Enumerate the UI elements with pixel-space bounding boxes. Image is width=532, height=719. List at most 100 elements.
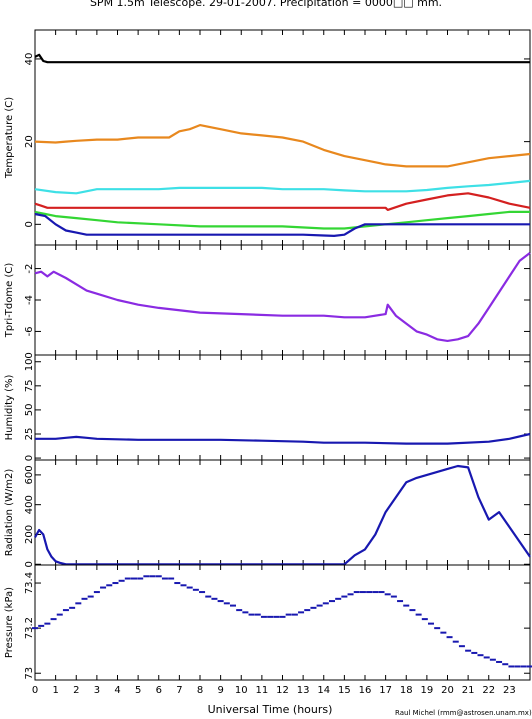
pressure-point [38,624,45,627]
pressure-point [211,597,218,600]
pressure-point [267,615,274,618]
y-tick-label: 0 [24,221,35,227]
pressure-point [192,588,199,591]
x-tick-label: 7 [176,685,182,696]
x-tick-label: 11 [256,685,269,696]
pressure-point [217,600,224,603]
pressure-point [260,615,267,618]
pressure-point [273,615,280,618]
y-tick-label: 0 [24,561,35,567]
y-axis-label: Temperature (C) [4,97,15,179]
x-tick-label: 20 [441,685,454,696]
pressure-point [205,595,212,598]
x-tick-label: 4 [114,685,120,696]
x-tick-label: 3 [94,685,100,696]
x-tick-label: 15 [338,685,351,696]
x-tick-label: 21 [462,685,475,696]
pressure-point [440,631,447,634]
pressure-point [230,604,236,607]
y-tick-label: 0 [24,455,35,461]
x-tick-label: 8 [197,685,203,696]
panel-frame [34,564,531,681]
pressure-point [186,586,193,589]
pressure-point [316,604,323,607]
pressure-point [75,602,82,605]
pressure-point [421,618,428,621]
y-tick-label: -6 [24,326,35,336]
y-tick-label: 400 [24,495,35,514]
y-axis-label: Humidity (%) [4,374,15,440]
x-tick-label: 0 [32,685,38,696]
pressure-point [279,615,286,618]
y-tick-label: -4 [24,295,35,305]
x-tick-label: 1 [52,685,58,696]
pressure-point [496,660,503,663]
pressure-point [508,665,515,668]
pressure-point [390,595,397,598]
pressure-point [353,591,360,594]
pressure-point [112,582,119,585]
pressure-point [118,579,125,582]
pressure-point [477,654,484,657]
pressure-point [415,613,422,616]
pressure-point [248,613,255,616]
x-tick-label: 23 [503,685,516,696]
pressure-point [322,602,329,605]
y-axis-label: Tpri-Tdome (C) [4,263,15,339]
pressure-point [285,613,292,616]
pressure-point [93,591,100,594]
pressure-point [254,613,261,616]
x-tick-label: 13 [297,685,310,696]
pressure-point [174,582,181,585]
panel-frame [34,244,531,356]
x-tick-label: 17 [379,685,392,696]
chart-panels: 0 20 40 Temperature (C) -6 -4 -2 Tpri-Tdome (C)… [4,29,532,681]
pressure-point [341,595,348,598]
x-tick-label: 22 [482,685,495,696]
pressure-point [131,577,137,580]
series-line-3-0 [34,464,531,566]
pressure-point [69,606,76,609]
x-tick-label: 10 [235,685,248,696]
x-axis-label: Universal Time (hours) [208,703,333,716]
panel-0: 0 20 40 Temperature (C) [4,29,531,246]
pressure-point [242,611,249,614]
pressure-point [87,595,94,598]
x-axis: 0 1 2 3 4 5 6 7 8 9 10 11 12 13 14 15 16 17 18 19 20 21 22 23 [32,685,516,696]
pressure-point [489,658,496,661]
pressure-point [397,600,404,603]
pressure-point [168,577,175,580]
x-tick-label: 19 [421,685,434,696]
series-line-0-0 [34,53,530,64]
pressure-point [329,600,335,603]
chart-title: SPM 1.5m Telescope. 29-01-2007. Precipit… [90,0,442,9]
pressure-point [502,663,509,666]
pressure-point [452,640,459,643]
pressure-point [291,613,298,616]
pressure-point [347,593,354,596]
panel-3: 0 200 400 600 Radiation (W/m2) [4,459,531,567]
pressure-point [44,622,51,625]
pressure-point [366,591,373,594]
pressure-point [32,627,38,630]
pressure-point [62,609,69,612]
panel-4: 73 73.2 73.4 Pressure (kPa) [4,564,532,681]
y-tick-label: 40 [24,53,35,66]
y-tick-label: 100 [24,352,35,371]
pressure-point [81,597,88,600]
series-line-0-1 [34,124,531,168]
y-tick-label: 20 [24,135,35,148]
pressure-point [50,618,57,621]
y-tick-label: 73.4 [24,572,35,594]
pressure-point [403,604,410,607]
pressure-point [378,591,385,594]
pressure-point [384,593,391,596]
y-axis-label: Radiation (W/m2) [4,469,15,557]
panel-2: 0 25 50 75 100 Humidity (%) [4,352,531,461]
credit-text: Raul Michel (rmm@astrosen.unam.mx) [395,709,532,717]
pressure-point [471,651,478,654]
panel-1: -6 -4 -2 Tpri-Tdome (C) [4,244,531,356]
pressure-point [155,575,162,578]
pressure-point [137,577,144,580]
y-tick-label: 600 [24,465,35,484]
